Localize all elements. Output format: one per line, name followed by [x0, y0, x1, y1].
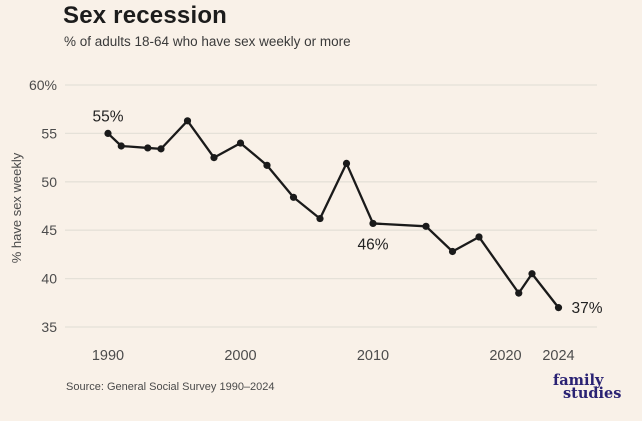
data-point — [475, 233, 483, 241]
data-point — [210, 154, 218, 162]
x-tick-label: 2010 — [357, 348, 389, 364]
data-point — [342, 159, 351, 168]
chart-subtitle: % of adults 18-64 who have sex weekly or… — [64, 34, 351, 49]
data-point — [157, 145, 165, 153]
data-line — [106, 119, 560, 309]
x-tick-label: 2020 — [489, 348, 521, 364]
data-point — [422, 222, 430, 230]
data-point — [528, 270, 536, 278]
family-studies-logo: family studies — [553, 372, 622, 402]
x-tick-label: 2000 — [224, 348, 256, 364]
y-tick-label: 35 — [41, 319, 57, 335]
data-point — [236, 139, 245, 147]
data-label: 55% — [92, 108, 123, 125]
data-point — [448, 247, 457, 256]
data-label: 37% — [572, 300, 603, 317]
y-axis-title: % have sex weekly — [9, 152, 24, 263]
data-point — [144, 144, 152, 152]
data-point — [515, 289, 523, 297]
logo-line-1: family — [553, 372, 604, 389]
data-point — [289, 193, 298, 201]
y-tick-label: 55 — [41, 125, 57, 141]
data-point — [104, 129, 112, 137]
data-point — [117, 142, 125, 150]
data-point — [369, 219, 377, 228]
y-tick-label: 40 — [41, 271, 57, 287]
source-note: Source: General Social Survey 1990–2024 — [66, 381, 275, 393]
data-point — [316, 214, 324, 223]
x-tick-label: 1990 — [92, 348, 124, 364]
chart-title: Sex recession — [63, 2, 228, 29]
y-tick-label: 45 — [41, 222, 57, 238]
data-label: 46% — [357, 236, 388, 253]
x-tick-label: 2024 — [542, 348, 574, 364]
data-point — [554, 304, 563, 312]
logo-line-2: studies — [563, 385, 622, 402]
data-point — [183, 117, 192, 125]
y-tick-label: 60% — [29, 77, 57, 93]
data-point — [263, 161, 271, 169]
y-tick-label: 50 — [41, 174, 57, 190]
